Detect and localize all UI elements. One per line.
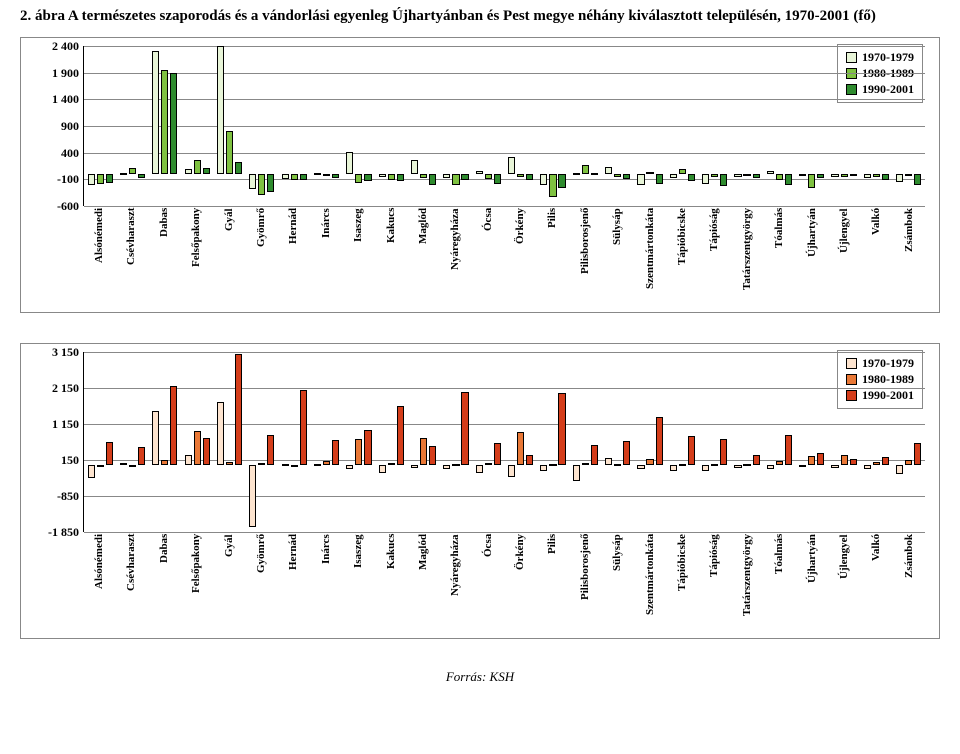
x-label: Inárcs [310,208,342,308]
x-label: Csévharaszt [115,534,147,634]
figure-title: 2. ábra A természetes szaporodás és a vá… [20,8,940,25]
x-label: Zsámbok [893,534,925,634]
x-label: Újlengyel [828,534,860,634]
x-label: Valkó [860,534,892,634]
x-label: Tatárszentgyörgy [731,208,763,308]
plot-area-chart1 [83,46,925,206]
x-label: Csévharaszt [115,208,147,308]
chart-natural-increase: 1970-19791980-19891990-2001 2 4001 9001 … [20,37,940,313]
x-label: Tatárszentgyörgy [731,534,763,634]
x-axis-chart2: AlsónémediCsévharasztDabasFelsőpakonyGyá… [83,534,925,634]
x-axis-chart1: AlsónémediCsévharasztDabasFelsőpakonyGyá… [83,208,925,308]
x-label: Kakucs [375,208,407,308]
plot-area-chart2 [83,352,925,532]
y-axis-chart2: 3 1502 1501 150150-850-1 850 [35,352,83,532]
x-label: Tóalmás [763,534,795,634]
x-label: Pilisborosjenő [569,534,601,634]
x-label: Tápióság [698,208,730,308]
x-label: Pilis [536,208,568,308]
x-label: Örkény [504,534,536,634]
x-label: Örkény [504,208,536,308]
y-axis-chart1: 2 4001 9001 400900400-100-600 [35,46,83,206]
x-label: Ócsa [472,208,504,308]
x-label: Dabas [148,208,180,308]
x-label: Hernád [277,534,309,634]
x-label: Gyömrő [245,208,277,308]
x-label: Felsőpakony [180,208,212,308]
x-label: Valkó [860,208,892,308]
x-label: Szentmártonkáta [634,534,666,634]
x-label: Maglód [407,534,439,634]
x-label: Szentmártonkáta [634,208,666,308]
x-label: Tápióság [698,534,730,634]
x-label: Tápióbicske [666,208,698,308]
x-label: Újhartyán [796,208,828,308]
x-label: Dabas [148,534,180,634]
x-label: Sülysáp [601,534,633,634]
x-label: Ócsa [472,534,504,634]
x-label: Sülysáp [601,208,633,308]
x-label: Alsónémedi [83,208,115,308]
x-label: Kakucs [375,534,407,634]
x-label: Inárcs [310,534,342,634]
x-label: Újlengyel [828,208,860,308]
x-label: Nyáregyháza [439,534,471,634]
x-label: Pilis [536,534,568,634]
x-label: Isaszeg [342,208,374,308]
x-label: Maglód [407,208,439,308]
x-label: Gyál [213,208,245,308]
x-label: Zsámbok [893,208,925,308]
x-label: Isaszeg [342,534,374,634]
x-label: Tápióbicske [666,534,698,634]
x-label: Pilisborosjenő [569,208,601,308]
chart-migration-balance: 1970-19791980-19891990-2001 3 1502 1501 … [20,343,940,639]
x-label: Tóalmás [763,208,795,308]
x-label: Gyömrő [245,534,277,634]
x-label: Gyál [213,534,245,634]
x-label: Alsónémedi [83,534,115,634]
x-label: Hernád [277,208,309,308]
x-label: Újhartyán [796,534,828,634]
x-label: Felsőpakony [180,534,212,634]
x-label: Nyáregyháza [439,208,471,308]
source-label: Forrás: KSH [20,669,940,685]
